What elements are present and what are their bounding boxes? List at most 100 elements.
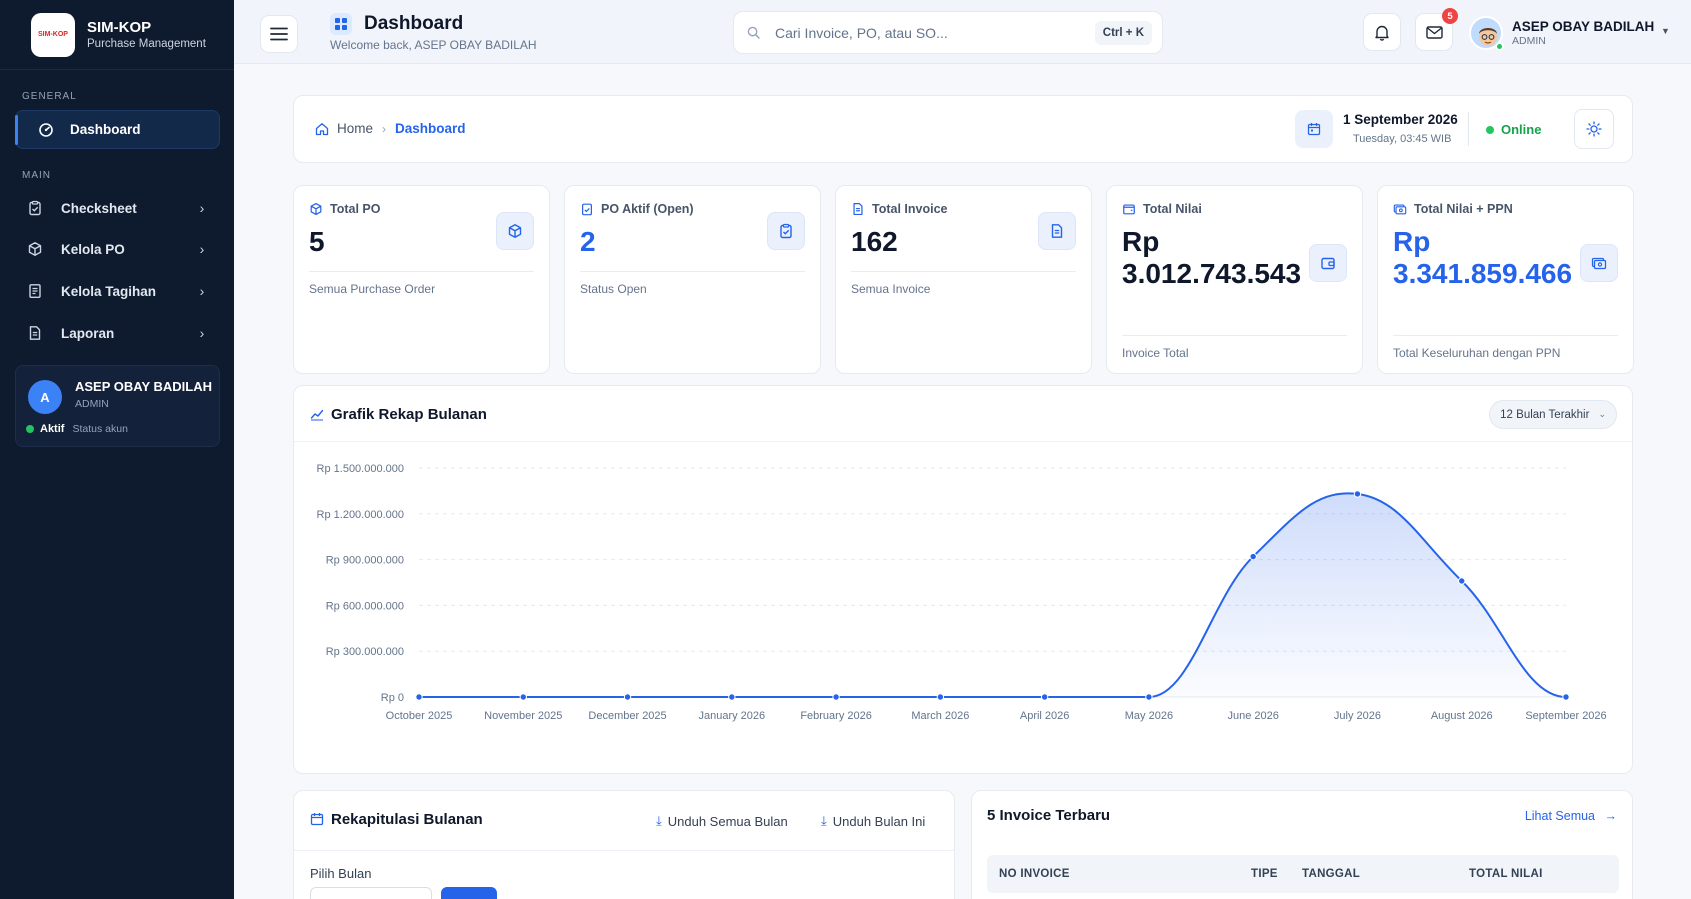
sidebar-item-kelola-po[interactable]: Kelola PO › (15, 231, 220, 267)
stat-label: Total Invoice (872, 202, 948, 216)
data-point[interactable] (1040, 693, 1049, 701)
stat-icon-box (1580, 244, 1618, 282)
data-point[interactable] (1458, 577, 1466, 585)
rekap-card: Rekapitulasi Bulanan ⤓ Unduh Semua Bulan… (293, 790, 955, 899)
clipboard-check-icon (780, 223, 792, 239)
apply-month-button[interactable] (441, 887, 497, 899)
sidebar-item-dashboard[interactable]: Dashboard (15, 110, 220, 149)
breadcrumb-separator: › (382, 121, 387, 136)
sidebar-user-card[interactable]: A ASEP OBAY BADILAH ADMIN Aktif Status a… (15, 365, 220, 447)
brand-logo[interactable]: SIM-KOP (31, 12, 75, 57)
calendar-button[interactable] (1295, 110, 1333, 148)
y-tick-label: Rp 600.000.000 (326, 600, 404, 612)
y-tick-label: Rp 300.000.000 (326, 646, 404, 658)
download-icon: ⤓ (821, 813, 827, 828)
stat-label: PO Aktif (Open) (601, 202, 694, 216)
divider (1122, 335, 1347, 336)
data-point[interactable] (623, 693, 632, 701)
chart-plot: Rp 0 Rp 300.000.000 Rp 600.000.000 Rp 900.0… (317, 463, 1607, 722)
stat-label: Total PO (330, 202, 381, 216)
gauge-icon (39, 122, 53, 137)
avatar (1469, 16, 1503, 50)
divider (580, 271, 805, 272)
file-text-icon (853, 202, 863, 216)
download-all-button[interactable]: ⤓ Unduh Semua Bulan (656, 813, 788, 829)
download-this-month-button[interactable]: ⤓ Unduh Bulan Ini (821, 813, 925, 829)
stat-description: Total Keseluruhan dengan PPN (1393, 346, 1561, 360)
shortcut-hint: Ctrl + K (1094, 21, 1152, 45)
stat-label: Total Nilai + PPN (1414, 202, 1513, 216)
clipboard-check-icon (29, 200, 41, 216)
divider (1393, 335, 1618, 336)
column-header[interactable]: TOTAL NILAI (1469, 868, 1543, 880)
sidebar-item-kelola-tagihan[interactable]: Kelola Tagihan › (15, 273, 220, 309)
range-select[interactable]: 12 Bulan Terakhir ⌄ (1489, 400, 1617, 429)
y-tick-label: Rp 0 (381, 692, 404, 704)
divider (309, 271, 534, 272)
stat-card-po-aktif: PO Aktif (Open) 2 Status Open (564, 185, 821, 374)
sidebar-item-label: Dashboard (70, 122, 141, 137)
grid-icon (330, 13, 352, 35)
data-point[interactable] (1353, 490, 1362, 498)
menu-toggle-button[interactable] (260, 15, 298, 53)
invoices-title: 5 Invoice Terbaru (987, 807, 1111, 824)
range-select-value: 12 Bulan Terakhir (1500, 408, 1590, 421)
notifications-button[interactable] (1363, 13, 1401, 51)
stat-icon-box (1038, 212, 1076, 250)
chevron-down-icon: ⌄ (1598, 409, 1606, 419)
clipboard-check-icon (582, 203, 592, 216)
chevron-right-icon: › (199, 241, 205, 257)
messages-button[interactable]: 5 (1415, 8, 1458, 51)
sidebar-item-checksheet[interactable]: Checksheet › (15, 190, 220, 226)
sidebar: SIM-KOP SIM-KOP Purchase Management GENE… (0, 0, 234, 899)
data-point[interactable] (832, 693, 840, 701)
avatar-face-icon (1479, 28, 1497, 46)
data-point[interactable] (1249, 552, 1257, 561)
top-header: Dashboard Welcome back, ASEP OBAY BADILA… (234, 0, 1691, 64)
see-all-link[interactable]: Lihat Semua → (1525, 809, 1617, 823)
stat-description: Status Open (580, 282, 647, 296)
sidebar-item-label: Checksheet (61, 200, 137, 216)
avatar: A (28, 380, 62, 414)
sidebar-item-label: Kelola PO (61, 241, 125, 257)
y-tick-label: Rp 1.500.000.000 (317, 463, 404, 475)
breadcrumb-home-link[interactable]: Home (337, 121, 374, 136)
stat-value: 2 (580, 226, 596, 257)
data-point[interactable] (728, 693, 736, 701)
search-bar: Ctrl + K (733, 11, 1163, 54)
file-text-icon (29, 326, 41, 340)
wallet-icon (1123, 204, 1135, 215)
stat-value: 162 (851, 226, 898, 257)
month-picker-input[interactable] (310, 887, 432, 899)
x-tick-label: April 2026 (1020, 710, 1070, 722)
theme-toggle-button[interactable] (1574, 109, 1614, 149)
x-tick-label: June 2026 (1227, 710, 1278, 722)
welcome-text: Welcome back, ASEP OBAY BADILAH (330, 38, 537, 52)
search-input[interactable] (775, 23, 1075, 43)
data-point[interactable] (936, 693, 945, 701)
column-header[interactable]: TANGGAL (1302, 868, 1361, 880)
current-time: Tuesday, 03:45 WIB (1353, 133, 1452, 145)
status-dot-icon (26, 425, 34, 433)
y-tick-label: Rp 900.000.000 (326, 555, 404, 567)
data-point[interactable] (1562, 693, 1570, 701)
sidebar-item-laporan[interactable]: Laporan › (15, 315, 220, 351)
data-point[interactable] (519, 693, 527, 701)
online-status: Online (1486, 122, 1541, 137)
breadcrumb: Home › Dashboard (315, 121, 466, 136)
data-point[interactable] (415, 693, 423, 701)
column-header[interactable]: NO INVOICE (999, 868, 1070, 880)
home-icon (315, 122, 329, 135)
trend-icon (310, 409, 324, 421)
download-icon: ⤓ (656, 813, 662, 828)
x-tick-label: October 2025 (386, 710, 453, 722)
stat-label: Total Nilai (1143, 202, 1202, 216)
status-dot-icon (1486, 125, 1494, 134)
sidebar-item-label: Laporan (61, 325, 115, 341)
user-menu[interactable]: ASEP OBAY BADILAH ADMIN ▼ (1469, 14, 1679, 52)
stat-description: Semua Invoice (851, 282, 931, 296)
data-point[interactable] (1145, 693, 1153, 701)
chart-area (419, 493, 1566, 697)
column-header[interactable]: TIPE (1251, 868, 1278, 880)
stat-value: Rp 3.341.859.466 (1393, 226, 1573, 289)
